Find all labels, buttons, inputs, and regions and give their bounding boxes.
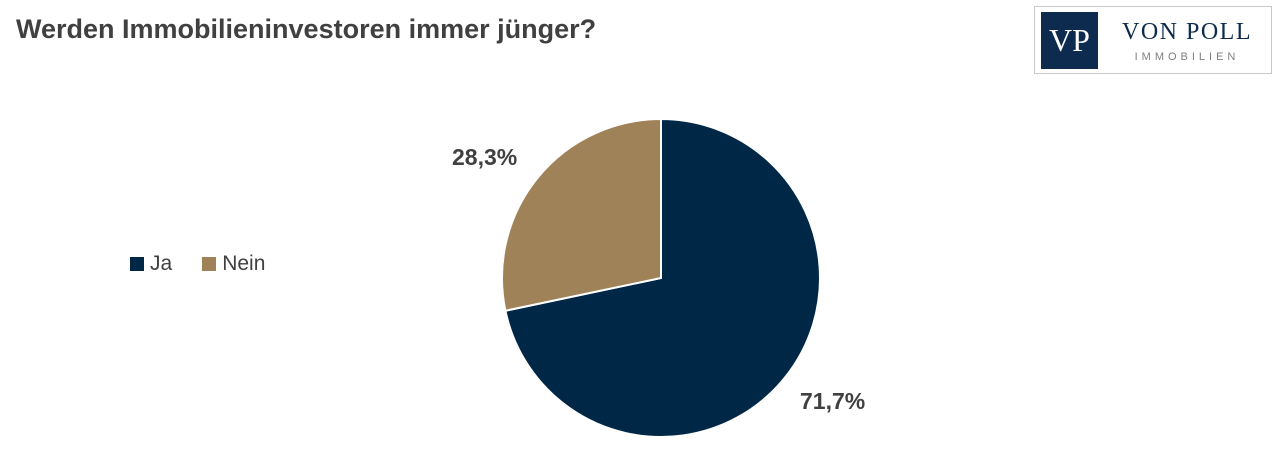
logo-mark: VP [1041,12,1098,69]
legend-item-nein: Nein [202,252,265,276]
von-poll-logo: VP VON POLL IMMOBILIEN [1034,6,1272,74]
data-label-nein: 28,3% [452,144,517,170]
legend-swatch-ja [130,257,144,271]
pie-slices [501,117,821,438]
chart-legend: Ja Nein [130,252,265,276]
logo-name: VON POLL [1122,19,1252,45]
chart-title: Werden Immobilieninvestoren immer jünger… [16,14,597,44]
pie-slice-ja [504,117,821,438]
legend-item-ja: Ja [130,252,172,276]
legend-label-nein: Nein [222,252,266,275]
pie-slice-nein [501,117,662,312]
logo-subtitle: IMMOBILIEN [1134,51,1240,63]
data-label-ja: 71,7% [800,388,865,414]
legend-swatch-nein [202,257,217,271]
legend-label-ja: Ja [150,252,173,275]
